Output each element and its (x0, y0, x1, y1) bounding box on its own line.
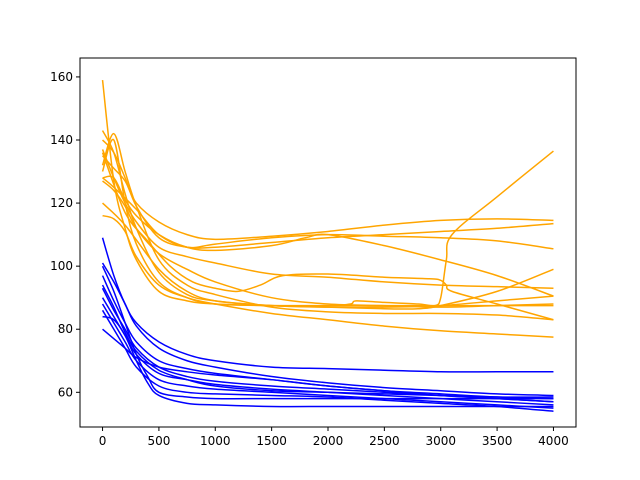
series-line-21 (101, 265, 554, 400)
series-line-19 (101, 303, 554, 409)
y-tick-label: 100 (50, 259, 73, 273)
y-tick-label: 160 (50, 70, 73, 84)
x-tick-label: 1000 (200, 434, 231, 448)
y-axis: 60 80 100 120 140 160 (50, 70, 80, 399)
x-tick-label: 1500 (256, 434, 287, 448)
series-line-22 (102, 315, 554, 408)
x-axis: 0 500 1000 1500 2000 2500 3000 3500 4000 (99, 427, 569, 448)
series-line-11 (101, 138, 554, 307)
x-tick-label: 2000 (313, 434, 344, 448)
y-tick-label: 120 (50, 196, 73, 210)
series-line-10 (101, 152, 554, 321)
series-line-13 (102, 202, 554, 310)
y-tick-label: 80 (58, 322, 73, 336)
y-tick-label: 60 (58, 385, 73, 399)
series-line-24 (101, 284, 554, 398)
series-line-15 (101, 262, 554, 397)
x-tick-label: 500 (147, 434, 170, 448)
series-line-7 (102, 175, 554, 297)
series-layer (101, 79, 554, 412)
series-line-5 (101, 155, 554, 241)
x-tick-label: 2500 (369, 434, 400, 448)
x-tick-label: 0 (99, 434, 107, 448)
x-tick-label: 3000 (425, 434, 456, 448)
series-line-12 (102, 177, 554, 250)
y-tick-label: 140 (50, 133, 73, 147)
series-line-6 (101, 132, 554, 321)
x-tick-label: 3500 (482, 434, 513, 448)
x-tick-label: 4000 (538, 434, 569, 448)
series-line-3 (101, 139, 554, 249)
